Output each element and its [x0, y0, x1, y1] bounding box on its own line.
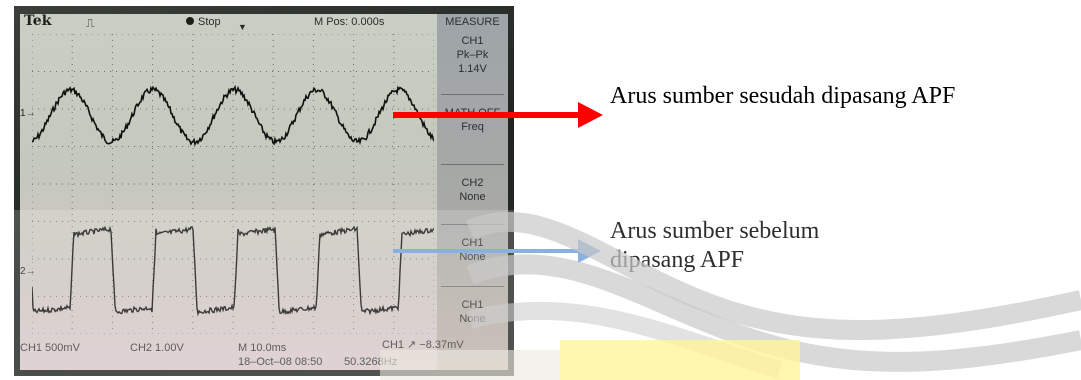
measurement-1-source: CH1 — [461, 35, 484, 47]
measurement-2-type: Freq — [461, 121, 484, 133]
ch2-waveform — [32, 225, 434, 317]
measurement-5-source: CH1 — [461, 299, 484, 311]
measure-menu-title: MEASURE — [445, 16, 500, 28]
after-apf-caption: Arus sumber sesudah dipasang APF — [610, 83, 956, 109]
menu-divider — [441, 224, 504, 225]
run-state-dot-icon — [186, 17, 194, 25]
measurement-3-source: CH2 — [461, 177, 484, 189]
measurement-1[interactable]: CH1 Pk–Pk 1.14V — [441, 34, 504, 76]
date-time: 18–Oct–08 08:50 — [238, 356, 323, 368]
brand-logo: Tek — [24, 13, 52, 29]
oscilloscope-screen: Tek ⎍ Stop M Pos: 0.000s ▼ 1→ 2→ MEASURE… — [20, 13, 508, 370]
ch1-scale: CH1 500mV — [20, 342, 80, 354]
measure-menu: MEASURE CH1 Pk–Pk 1.14V MATH OFF Freq CH… — [437, 14, 508, 370]
before-apf-arrow — [393, 239, 601, 263]
before-apf-caption: Arus sumber sebelum dipasang APF — [610, 218, 820, 273]
measurement-3-type: None — [459, 191, 486, 203]
waveform-graticule — [32, 34, 434, 334]
trigger-icon: ⎍ — [86, 16, 95, 30]
menu-divider — [441, 164, 504, 165]
measurement-2[interactable]: MATH OFF Freq — [441, 106, 504, 134]
measurement-1-type: Pk–Pk — [456, 49, 489, 61]
ch2-scale: CH2 1.00V — [130, 342, 184, 354]
menu-divider — [441, 94, 504, 95]
measurement-4-source: CH1 — [461, 237, 484, 249]
status-bar: Tek ⎍ Stop M Pos: 0.000s ▼ — [20, 13, 440, 32]
position-readout: M Pos: 0.000s — [314, 16, 385, 28]
frequency-readout: 50.3268Hz — [344, 356, 398, 368]
trigger-readout: CH1 ↗ −8.37mV — [382, 339, 464, 351]
measurement-3[interactable]: CH2 None — [441, 176, 504, 204]
run-state-label: Stop — [198, 16, 221, 28]
oscilloscope-photo: Tek ⎍ Stop M Pos: 0.000s ▼ 1→ 2→ MEASURE… — [14, 6, 514, 376]
measurement-5-type: None — [459, 313, 486, 325]
after-apf-arrow — [393, 102, 603, 128]
timebase: M 10.0ms — [238, 342, 287, 354]
menu-divider — [441, 286, 504, 287]
run-state: Stop — [186, 16, 221, 28]
measurement-1-value: 1.14V — [458, 63, 487, 75]
ch1-marker: 1→ — [20, 108, 36, 119]
trigger-position-marker-icon: ▼ — [238, 22, 247, 32]
ch1-waveform — [32, 84, 434, 147]
ch2-marker: 2→ — [20, 266, 36, 277]
bottom-status-bar: CH1 500mV CH2 1.00V M 10.0ms CH1 ↗ −8.37… — [20, 336, 508, 370]
measurement-5[interactable]: CH1 None — [441, 298, 504, 326]
